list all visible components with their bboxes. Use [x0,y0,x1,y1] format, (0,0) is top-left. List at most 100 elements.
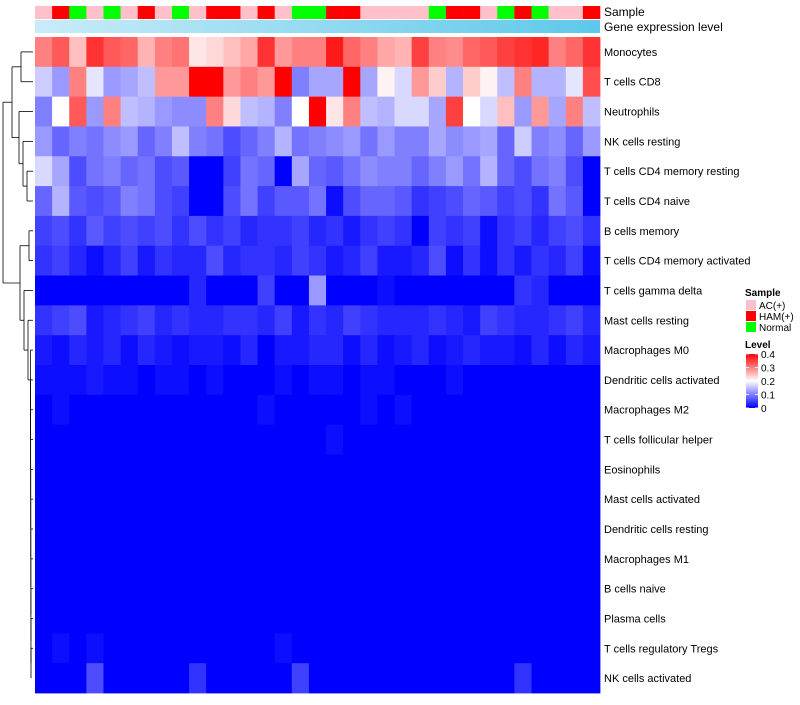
heatmap-cell [137,245,156,276]
heatmap-cell [326,245,344,276]
sample-annotation-cell [171,6,190,19]
heatmap-cell [394,96,413,127]
heatmap-cell [171,215,190,247]
heatmap-cell [137,335,156,366]
heatmap-cell [531,394,550,426]
heatmap-cell [69,365,87,396]
heatmap-cell [582,245,601,276]
heatmap-cell [565,484,584,515]
heatmap-cell [274,603,293,634]
heatmap-cell [343,365,361,396]
heatmap-cell [531,66,550,98]
heatmap-cell [411,335,430,366]
heatmap-cell [52,245,70,276]
heatmap-cell [377,394,395,426]
heatmap-cell [69,37,87,68]
heatmap-cell [377,573,395,604]
heatmap-cell [257,126,276,157]
heatmap-cell [531,126,550,157]
heatmap-cell [120,305,139,336]
heatmap-cell [411,633,430,664]
heatmap-cell [428,663,447,694]
heatmap-cell [480,454,498,485]
heatmap-cell [137,37,156,68]
heatmap-cell [411,484,430,515]
heatmap-cell [206,245,224,276]
heatmap-cell [69,66,87,98]
sample-annotation-cell [360,6,378,19]
heatmap-cell [565,335,584,366]
heatmap-cell [86,633,104,664]
heatmap-cell [274,573,293,604]
heatmap-cell [103,126,121,157]
heatmap-cell [35,394,53,426]
heatmap-cell [308,245,327,276]
heatmap-cell [531,96,550,127]
heatmap-cell [514,484,532,515]
heatmap-cell [326,543,344,575]
level-legend-title: Level [745,340,771,351]
heatmap-cell [154,365,173,396]
sample-annotation-cell [497,6,515,19]
heatmap-cell [343,126,361,157]
heatmap-cell [86,394,104,426]
heatmap-cell [326,365,344,396]
heatmap-cell [274,245,293,276]
heatmap-cell [343,663,361,694]
heatmap-cell [531,156,550,187]
heatmap-cell [257,186,276,217]
heatmap-cell [189,156,207,187]
heatmap-cell [35,514,53,545]
sample-annotation-cell [291,6,310,19]
heatmap-cell [360,156,378,187]
heatmap-cell [463,514,481,545]
heatmap-cell [189,245,207,276]
heatmap-cell [291,424,310,455]
sample-annotation-cell [377,6,395,19]
heatmap-cell [565,156,584,187]
heatmap-cell [223,633,241,664]
heatmap-cell [137,543,156,575]
heatmap-cell [548,573,567,604]
heatmap-cell [582,305,601,336]
heatmap-cell [274,215,293,247]
sample-annotation-cell [582,6,601,19]
heatmap-cell [206,365,224,396]
heatmap-cell [189,215,207,247]
heatmap-cell [137,394,156,426]
heatmap-cell [35,245,53,276]
level-tick-label: 0.1 [761,391,775,402]
heatmap-cell [548,126,567,157]
heatmap-cell [69,126,87,157]
heatmap-cell [171,305,190,336]
heatmap-cell [137,66,156,98]
heatmap-cell [206,484,224,515]
heatmap-cell [257,633,276,664]
heatmap-cell [189,275,207,306]
heatmap-cell [120,603,139,634]
heatmap-cell [326,335,344,366]
heatmap-cell [497,633,515,664]
heatmap-cell [223,245,241,276]
heatmap-cell [445,96,464,127]
heatmap-cell [154,454,173,485]
heatmap-cell [171,66,190,98]
heatmap-cell [394,156,413,187]
row-label: Neutrophils [604,107,660,119]
heatmap-cell [189,424,207,455]
heatmap-cell [377,186,395,217]
heatmap-cell [480,215,498,247]
heatmap-cell [531,484,550,515]
heatmap-cell [428,305,447,336]
heatmap-cell [308,305,327,336]
heatmap-cell [257,96,276,127]
heatmap-cell [69,543,87,575]
heatmap-cell [240,663,258,694]
heatmap-cell [463,543,481,575]
heatmap-cell [411,514,430,545]
sample-legend-label: Normal [759,323,791,334]
heatmap-cell [35,126,53,157]
heatmap-cell [480,37,498,68]
heatmap-cell [445,394,464,426]
heatmap-cell [360,186,378,217]
